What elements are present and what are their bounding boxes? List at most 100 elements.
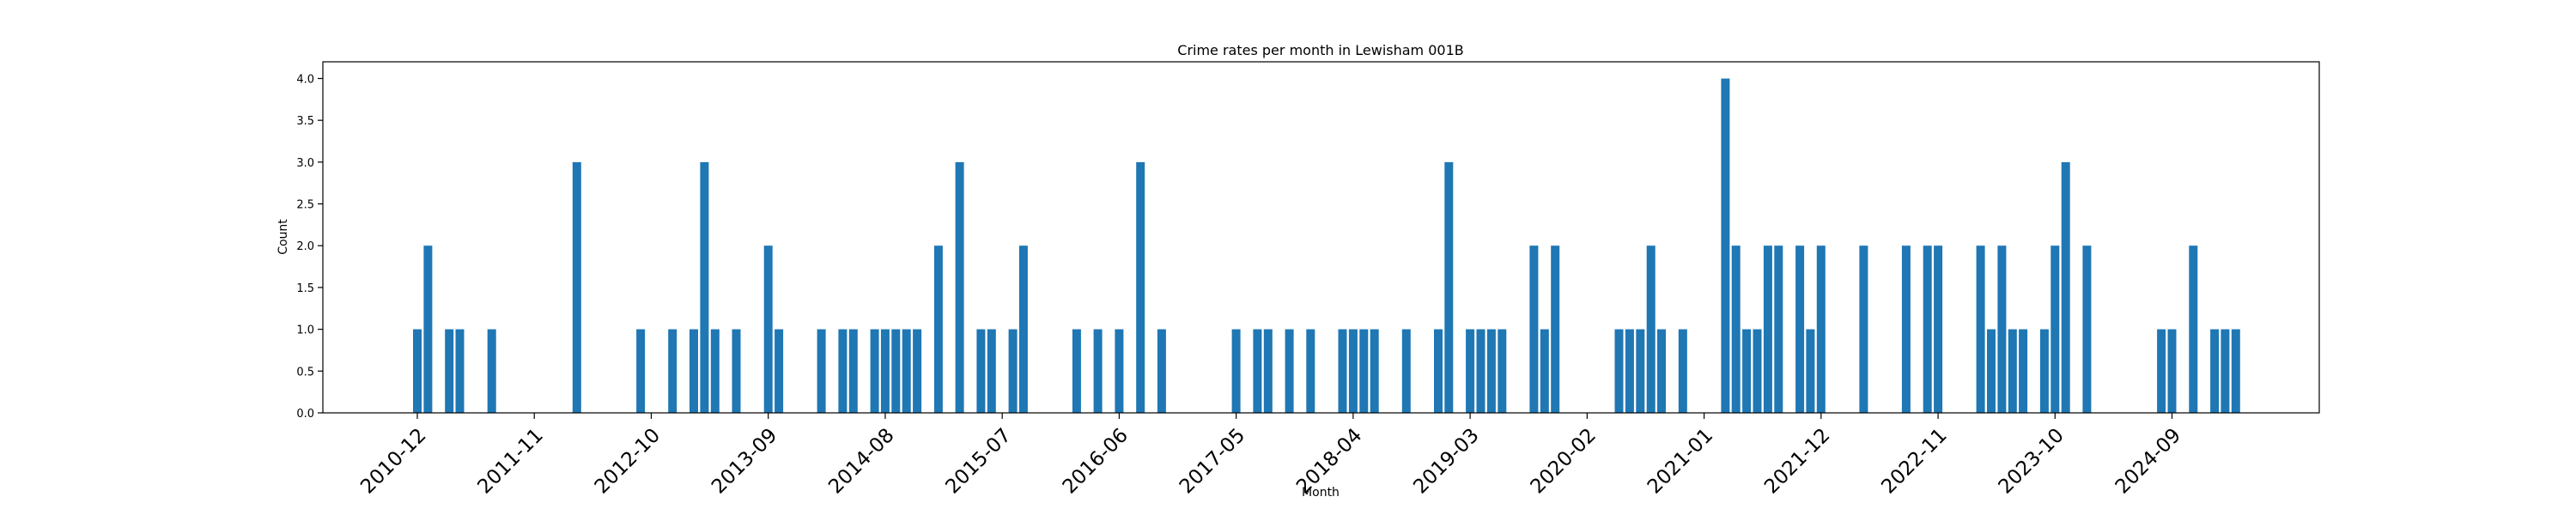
- x-tick-label: 2015-07: [941, 424, 1015, 498]
- bar-2022-10: [1923, 245, 1932, 413]
- y-tick-label: 4.0: [296, 73, 314, 86]
- x-tick-label: 2019-03: [1409, 424, 1483, 498]
- bar-2011-03: [445, 329, 454, 413]
- bar-2021-12: [1816, 245, 1826, 413]
- bar-2017-08: [1263, 329, 1273, 413]
- bar-2013-03: [700, 161, 709, 413]
- bar-2012-03: [572, 161, 581, 413]
- bar-2010-12: [413, 329, 422, 413]
- bar-2020-06: [1625, 329, 1634, 413]
- y-tick-label: 1.5: [296, 282, 314, 295]
- bar-2019-01: [1444, 161, 1454, 413]
- bar-2012-12: [668, 329, 677, 413]
- bar-2015-09: [1018, 245, 1028, 413]
- y-axis-label: Count: [276, 219, 290, 255]
- bar-2019-10: [1540, 329, 1549, 413]
- bar-2023-11: [2061, 161, 2070, 413]
- bar-2014-08: [880, 329, 890, 413]
- bar-2024-01: [2082, 245, 2092, 413]
- bar-2016-04: [1093, 329, 1103, 413]
- bar-2015-06: [987, 329, 996, 413]
- bar-2024-08: [2157, 329, 2166, 413]
- bar-2017-12: [1306, 329, 1315, 413]
- bar-2023-05: [1997, 245, 2007, 413]
- bar-2014-07: [870, 329, 879, 413]
- bar-2018-09: [1401, 329, 1411, 413]
- y-tick-label: 3.5: [296, 115, 314, 128]
- bar-2024-11: [2189, 245, 2198, 413]
- bar-2014-09: [891, 329, 901, 413]
- bar-2017-05: [1231, 329, 1241, 413]
- bar-2022-08: [1901, 245, 1911, 413]
- bar-2023-07: [2019, 329, 2028, 413]
- bar-2015-01: [933, 245, 943, 413]
- x-tick-label: 2023-10: [1995, 424, 2069, 498]
- bar-2014-02: [817, 329, 826, 413]
- bar-2015-05: [976, 329, 986, 413]
- bar-2025-01: [2210, 329, 2220, 413]
- bar-2024-09: [2167, 329, 2177, 413]
- y-tick-label: 2.0: [296, 240, 314, 253]
- bar-2020-08: [1646, 245, 1656, 413]
- bar-2017-10: [1285, 329, 1294, 413]
- bar-2020-09: [1657, 329, 1666, 413]
- bar-2011-01: [423, 245, 433, 413]
- bar-2023-04: [1987, 329, 1996, 413]
- bar-2013-04: [710, 329, 720, 413]
- x-tick-label: 2017-05: [1176, 424, 1249, 498]
- x-tick-label: 2021-01: [1643, 424, 1717, 498]
- x-tick-label: 2024-09: [2111, 424, 2185, 498]
- bar-2013-09: [763, 245, 773, 413]
- x-tick-label: 2014-08: [824, 424, 898, 498]
- y-tick-label: 1.0: [296, 324, 314, 337]
- bar-2015-08: [1008, 329, 1018, 413]
- bar-2018-03: [1338, 329, 1347, 413]
- bar-2016-02: [1072, 329, 1081, 413]
- bar-2025-02: [2221, 329, 2230, 413]
- bar-2020-05: [1614, 329, 1624, 413]
- bars-group: [413, 78, 2240, 413]
- y-tick-label: 0.0: [296, 408, 314, 421]
- x-tick-label: 2012-10: [591, 424, 665, 498]
- x-tick-label: 2011-11: [474, 424, 548, 498]
- bar-2020-11: [1678, 329, 1687, 413]
- bar-2019-05: [1486, 329, 1496, 413]
- bar-2018-06: [1370, 329, 1379, 413]
- bar-2011-04: [455, 329, 465, 413]
- bar-2016-06: [1115, 329, 1124, 413]
- bar-2015-03: [955, 161, 964, 413]
- bar-2023-09: [2039, 329, 2049, 413]
- bar-2018-05: [1359, 329, 1369, 413]
- x-tick-label: 2010-12: [356, 424, 430, 498]
- bar-2013-06: [732, 329, 741, 413]
- bar-2016-10: [1157, 329, 1166, 413]
- bar-2021-03: [1721, 78, 1730, 413]
- bar-2021-05: [1742, 329, 1752, 413]
- y-tick-label: 0.5: [296, 366, 314, 379]
- y-tick-label: 2.5: [296, 199, 314, 212]
- bar-2021-07: [1763, 245, 1772, 413]
- bar-2014-04: [838, 329, 848, 413]
- bar-2022-04: [1859, 245, 1868, 413]
- bar-2021-04: [1731, 245, 1741, 413]
- bar-2013-02: [690, 329, 698, 413]
- x-tick-label: 2021-12: [1760, 424, 1834, 498]
- bar-2016-08: [1136, 161, 1145, 413]
- bar-2018-04: [1348, 329, 1358, 413]
- bar-2019-11: [1551, 245, 1560, 413]
- x-tick-label: 2016-06: [1059, 424, 1133, 498]
- chart-title: Crime rates per month in Lewisham 001B: [1177, 42, 1463, 58]
- bar-2019-09: [1529, 245, 1539, 413]
- bar-2021-06: [1753, 329, 1762, 413]
- bar-2019-04: [1476, 329, 1485, 413]
- plot-frame: [322, 61, 2320, 414]
- x-tick-label: 2020-02: [1527, 424, 1601, 498]
- x-tick-label: 2013-09: [708, 424, 781, 498]
- bar-2017-07: [1253, 329, 1262, 413]
- bar-2011-07: [487, 329, 496, 413]
- y-axis: 0.0 0.5 1.0 1.5 2.0 2.5 3.0 3.5 4.0: [296, 73, 323, 421]
- bar-2014-05: [848, 329, 858, 413]
- bar-2023-10: [2050, 245, 2060, 413]
- bar-2021-08: [1774, 245, 1783, 413]
